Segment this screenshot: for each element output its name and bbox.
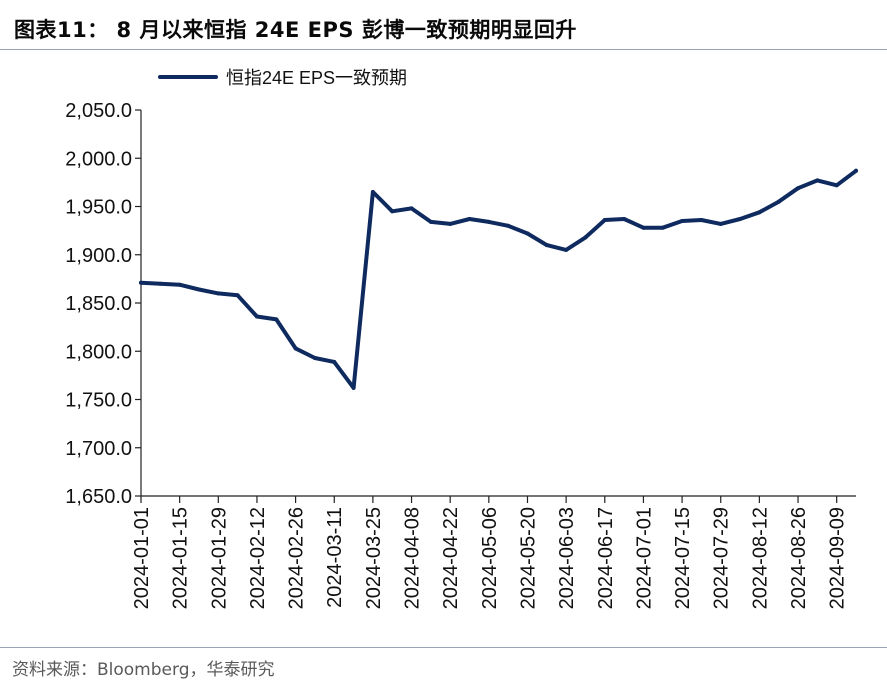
x-tick-label: 2024-07-15 [672, 507, 694, 609]
y-tick-label: 1,850.0 [65, 293, 132, 315]
x-tick-label: 2024-09-09 [827, 507, 849, 609]
data-point [583, 235, 588, 240]
data-point [544, 243, 549, 248]
source-note: 资料来源：Bloomberg，华泰研究 [12, 660, 275, 680]
data-point [622, 217, 627, 221]
data-point [409, 206, 414, 211]
y-tick-label: 2,000.0 [65, 148, 132, 170]
x-tick-label: 2024-05-20 [517, 507, 539, 609]
data-point [197, 287, 201, 292]
data-point [699, 218, 704, 222]
data-point [776, 199, 781, 204]
data-point [564, 247, 569, 252]
data-point [351, 385, 356, 390]
x-tick-label: 2024-06-17 [595, 507, 617, 609]
data-point [718, 221, 723, 226]
data-point [660, 225, 665, 230]
data-point [796, 186, 800, 191]
data-point [332, 359, 337, 364]
data-point [525, 231, 530, 236]
y-tick-label: 1,650.0 [65, 486, 132, 508]
series-line-0 [139, 168, 858, 390]
x-tick-label: 2024-01-01 [131, 507, 153, 609]
y-tick-label: 1,750.0 [65, 390, 132, 412]
data-point [428, 219, 433, 224]
data-point [834, 183, 839, 188]
x-tick-label: 2024-06-03 [556, 507, 578, 609]
data-point [506, 223, 511, 228]
data-point [390, 209, 395, 214]
data-point [854, 168, 858, 173]
data-point [216, 291, 221, 296]
data-point [312, 356, 317, 360]
data-point [254, 314, 259, 319]
y-axis: 1,650.0 1,700.0 1,750.0 1,800.0 1,850.0 1,900… [65, 100, 142, 508]
data-point [680, 219, 685, 223]
data-point [738, 217, 743, 221]
y-tick-label: 1,900.0 [65, 245, 132, 267]
x-tick-label: 2024-07-01 [633, 507, 655, 609]
data-point [177, 282, 182, 287]
x-tick-label: 2024-02-26 [286, 507, 308, 609]
legend: 恒指24E EPS一致预期 [158, 68, 407, 88]
data-point [467, 217, 472, 221]
x-tick-label: 2024-01-29 [208, 507, 230, 609]
data-point [602, 218, 607, 222]
plot-area [139, 168, 858, 390]
x-tick-label: 2024-05-06 [479, 507, 501, 609]
y-tick-label: 1,800.0 [65, 341, 132, 363]
data-point [293, 346, 298, 351]
top-divider [0, 49, 887, 50]
data-point [757, 210, 762, 215]
x-tick-label: 2024-03-11 [324, 507, 346, 608]
y-tick-label: 2,050.0 [65, 100, 132, 122]
data-point [815, 178, 820, 183]
y-tick-label: 1,950.0 [65, 197, 132, 219]
x-tick-label: 2024-04-22 [440, 507, 462, 609]
data-point [139, 280, 143, 285]
legend-label: 恒指24E EPS一致预期 [226, 68, 407, 88]
data-point [641, 225, 646, 230]
x-tick-label: 2024-04-08 [402, 507, 424, 609]
y-tick-label: 1,700.0 [65, 438, 132, 460]
data-point [158, 281, 163, 286]
x-tick-label: 2024-08-26 [788, 507, 810, 609]
x-tick-label: 2024-02-12 [247, 507, 269, 609]
x-axis: 2024-01-01 2024-01-15 2024-01-29 2024-02-12… [131, 495, 856, 609]
x-tick-label: 2024-08-12 [749, 507, 771, 609]
data-point [235, 293, 240, 298]
data-point [370, 190, 375, 194]
x-tick-label: 2024-01-15 [170, 507, 192, 609]
x-tick-label: 2024-07-29 [711, 507, 733, 609]
data-point [486, 219, 491, 224]
data-point [274, 317, 279, 322]
figure-title: 图表11： 8 月以来恒指 24E EPS 彭博一致预期明显回升 [14, 18, 577, 42]
x-tick-label: 2024-03-25 [363, 507, 385, 609]
data-point [448, 221, 453, 226]
bottom-divider [0, 647, 887, 648]
